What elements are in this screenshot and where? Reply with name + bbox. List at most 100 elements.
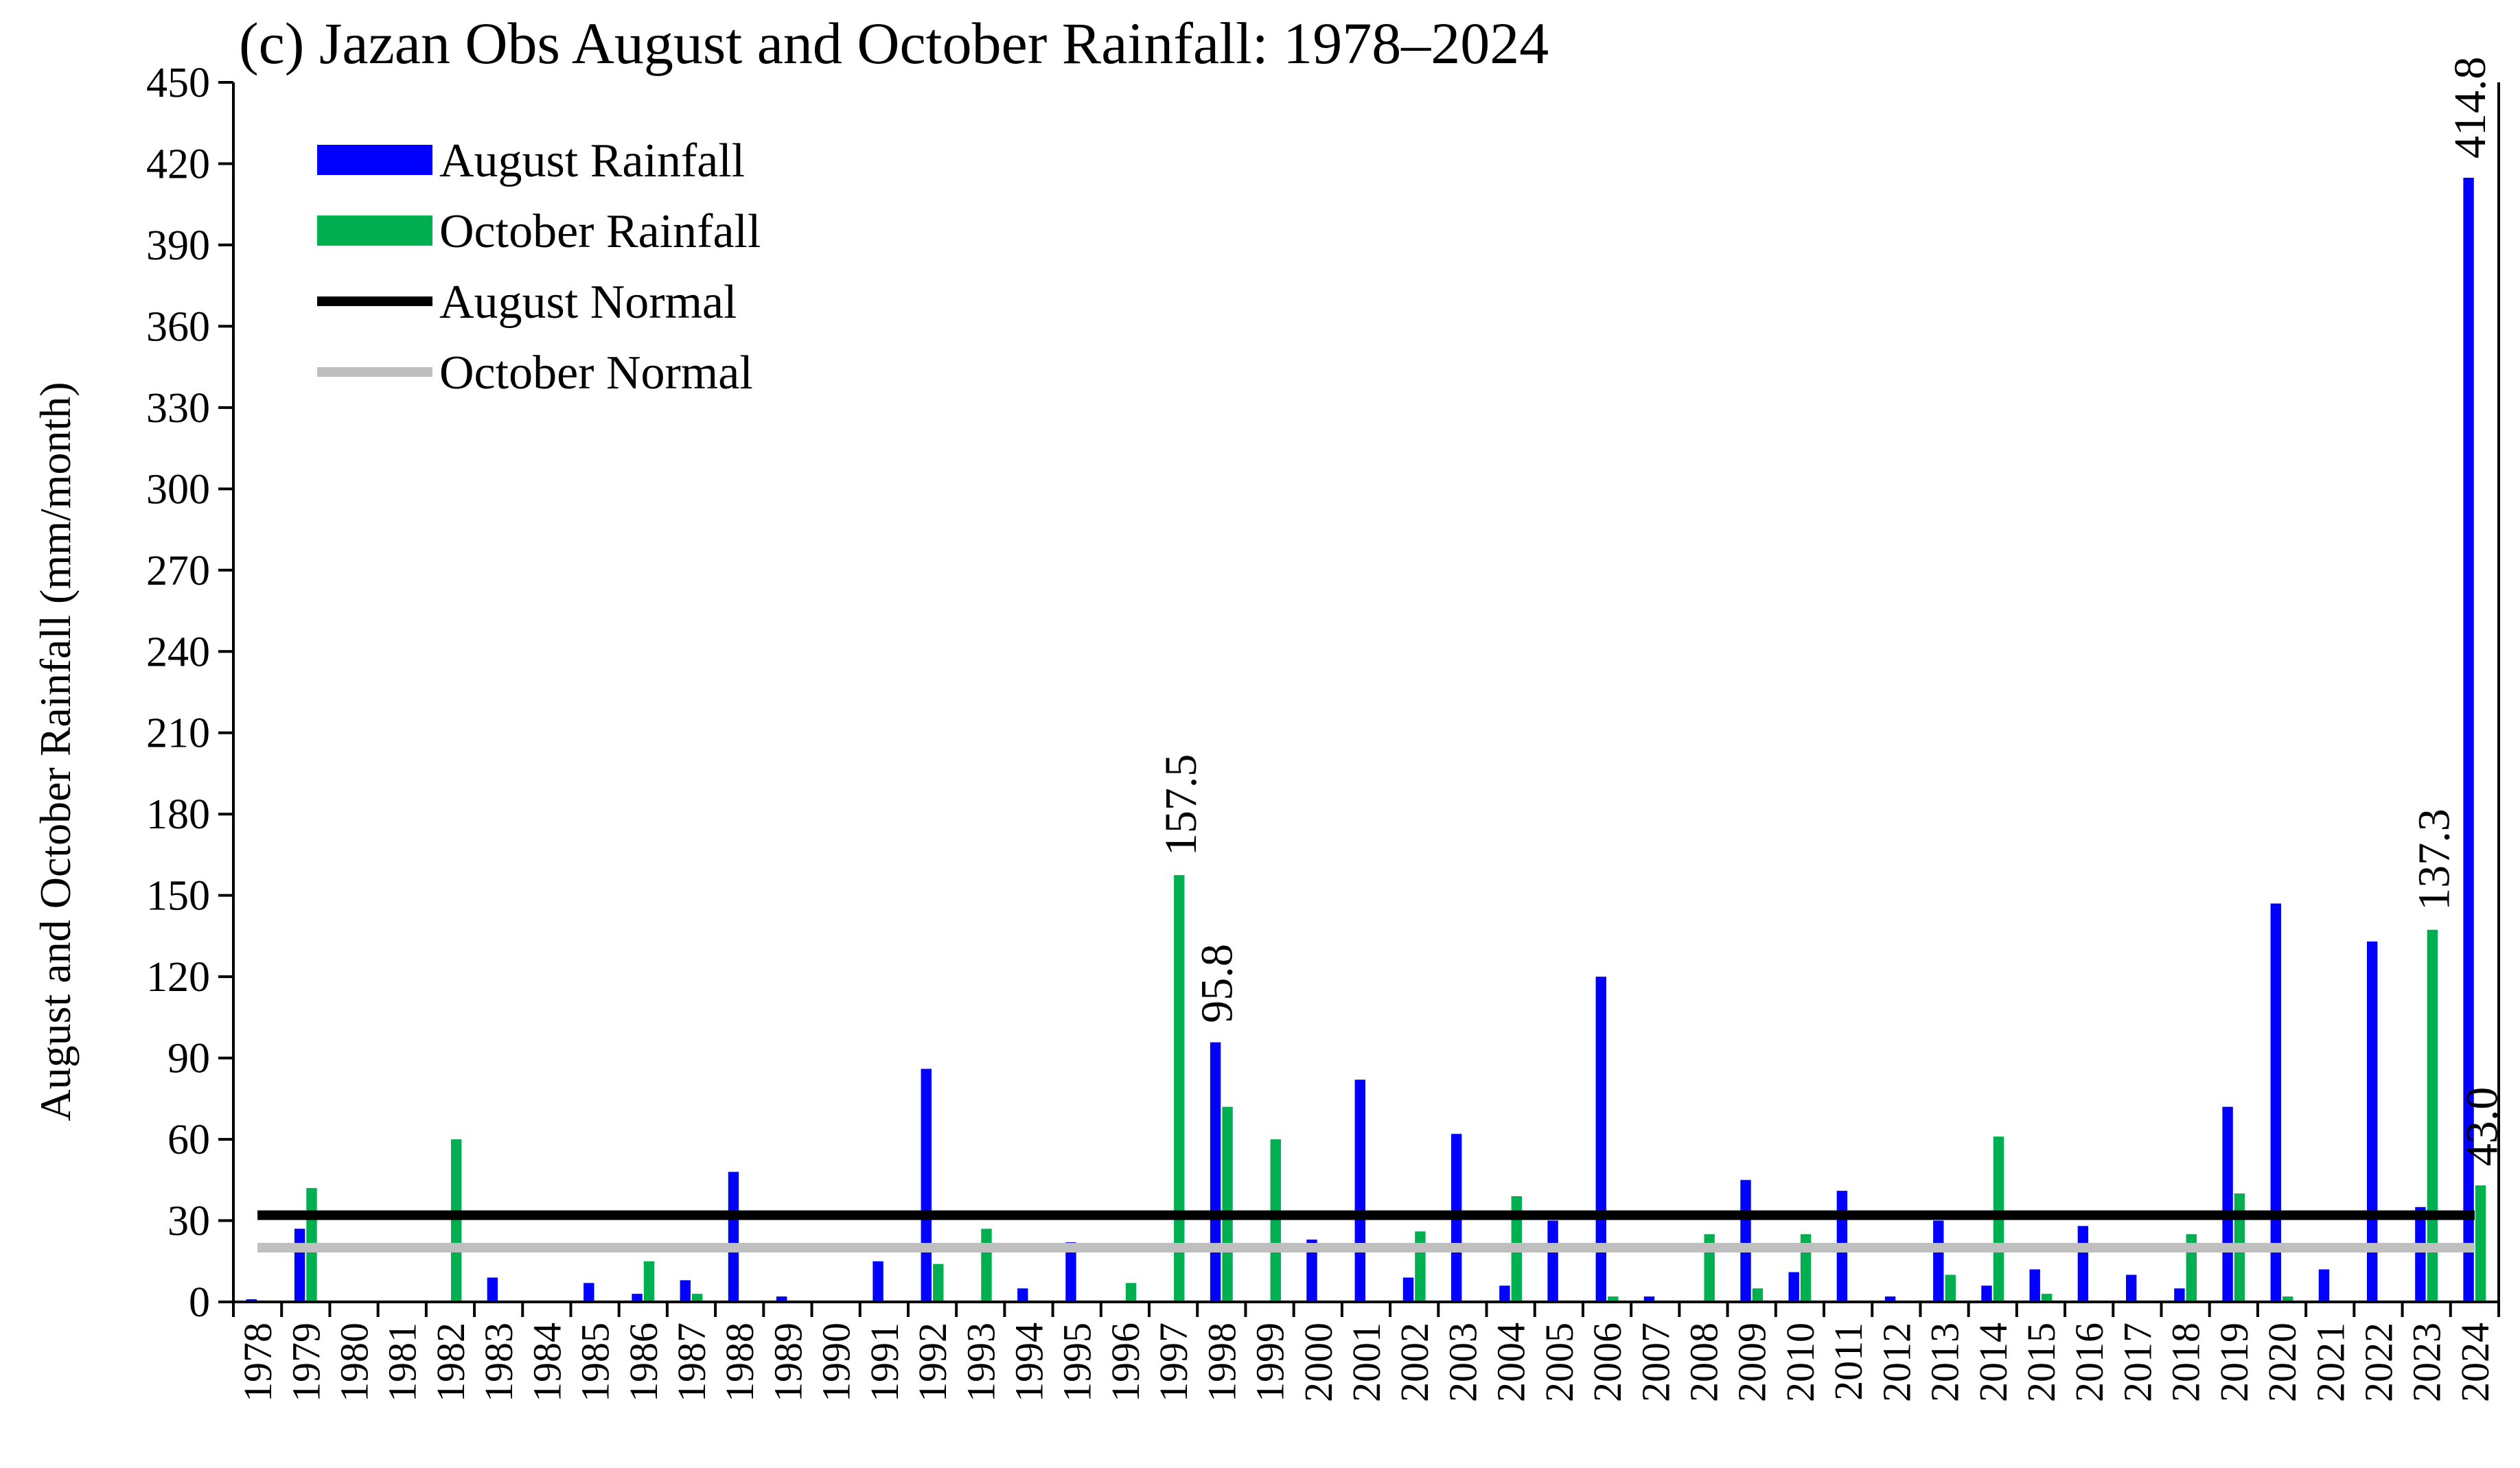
bar-august-2000	[1306, 1239, 1317, 1302]
bar-august-1998	[1210, 1042, 1221, 1302]
x-tick-label-1983: 1983	[476, 1323, 521, 1402]
x-tick-label-1992: 1992	[910, 1323, 955, 1402]
bar-august-2006	[1595, 977, 1606, 1302]
x-tick-label-2016: 2016	[2067, 1323, 2112, 1402]
x-tick-label-2018: 2018	[2164, 1323, 2208, 1402]
bar-august-2012	[1884, 1296, 1896, 1302]
x-tick-label-1993: 1993	[958, 1323, 1003, 1402]
bar-august-2014	[1981, 1285, 1992, 1302]
x-tick-label-2021: 2021	[2308, 1323, 2353, 1402]
x-tick-label-1994: 1994	[1007, 1323, 1052, 1402]
bar-october-2009	[1752, 1288, 1764, 1302]
bar-august-2010	[1788, 1272, 1799, 1302]
x-tick-label-1980: 1980	[332, 1323, 377, 1402]
y-tick-label: 0	[189, 1279, 210, 1326]
bar-august-1988	[728, 1172, 739, 1302]
x-tick-label-1986: 1986	[621, 1323, 666, 1402]
bar-august-2005	[1547, 1220, 1558, 1302]
bar-august-1983	[487, 1277, 498, 1302]
value-label-1997-october: 157.5	[1156, 754, 1206, 857]
bar-august-2001	[1354, 1080, 1365, 1302]
x-tick-label-1999: 1999	[1248, 1323, 1293, 1402]
x-tick-label-1987: 1987	[669, 1323, 714, 1402]
x-tick-label-2004: 2004	[1489, 1323, 1534, 1402]
x-tick-label-2001: 2001	[1344, 1323, 1389, 1402]
bar-october-2023	[2427, 929, 2438, 1302]
x-tick-label-1997: 1997	[1151, 1323, 1196, 1402]
y-axis-label: August and October Rainfall (mm/month)	[31, 382, 80, 1121]
x-tick-label-2009: 2009	[1730, 1323, 1775, 1402]
bar-august-2016	[2077, 1226, 2089, 1302]
x-tick-label-1988: 1988	[717, 1323, 762, 1402]
x-tick-label-2000: 2000	[1296, 1323, 1341, 1402]
x-tick-label-2008: 2008	[1682, 1323, 1726, 1402]
x-tick-label-1996: 1996	[1103, 1323, 1148, 1402]
bar-august-1987	[680, 1280, 691, 1302]
x-tick-label-1982: 1982	[428, 1323, 473, 1402]
y-tick-label: 210	[146, 710, 210, 757]
x-tick-label-2015: 2015	[2019, 1323, 2064, 1402]
x-tick-label-1984: 1984	[524, 1323, 569, 1402]
bar-august-1989	[776, 1296, 787, 1302]
legend-swatch-august-rainfall	[317, 145, 432, 175]
bar-october-2015	[2042, 1294, 2053, 1302]
bar-august-1995	[1065, 1242, 1076, 1302]
value-label-2024-october: 43.0	[2458, 1087, 2508, 1167]
x-tick-label-1985: 1985	[573, 1323, 618, 1402]
normal-lines-layer	[257, 1210, 2475, 1253]
legend-swatch-october-rainfall	[317, 215, 432, 246]
x-tick-label-2003: 2003	[1440, 1323, 1485, 1402]
y-tick-label: 90	[167, 1036, 210, 1082]
bar-august-2023	[2415, 1207, 2426, 1302]
x-tick-label-1989: 1989	[765, 1323, 810, 1402]
bar-october-2006	[1608, 1296, 1619, 1302]
x-tick-label-1981: 1981	[380, 1323, 425, 1402]
x-tick-label-2002: 2002	[1392, 1323, 1437, 1402]
bar-august-2015	[2029, 1269, 2040, 1302]
legend-label-october-normal: October Normal	[439, 347, 753, 399]
x-tick-label-2014: 2014	[1971, 1323, 2015, 1402]
value-label-2024-august: 414.8	[2445, 57, 2495, 159]
y-tick-label: 360	[146, 303, 210, 350]
bar-october-1996	[1125, 1283, 1137, 1302]
bar-october-2024	[2475, 1185, 2486, 1302]
bar-august-2018	[2174, 1288, 2185, 1302]
y-tick-label: 30	[167, 1198, 210, 1245]
legend: August Rainfall October Rainfall August No…	[317, 135, 761, 399]
x-tick-label-1998: 1998	[1199, 1323, 1244, 1402]
bar-august-2017	[2126, 1274, 2137, 1302]
annotations-layer: 157.5 95.8 137.3 414.8 43.0	[1156, 57, 2508, 1167]
y-tick-label: 420	[146, 141, 210, 187]
bar-october-1993	[981, 1228, 992, 1302]
x-tick-label-1978: 1978	[235, 1323, 280, 1402]
x-tick-label-2006: 2006	[1585, 1323, 1630, 1402]
bar-october-1987	[692, 1294, 703, 1302]
chart-title: (c) Jazan Obs August and October Rainfal…	[239, 10, 1549, 76]
bar-october-1992	[933, 1263, 944, 1302]
x-tick-label-1979: 1979	[284, 1323, 328, 1402]
x-tick-label-2012: 2012	[1874, 1323, 1919, 1402]
y-tick-label: 270	[146, 548, 210, 594]
bar-october-2013	[1945, 1274, 1956, 1302]
x-tick-label-2019: 2019	[2212, 1323, 2256, 1402]
bar-august-2019	[2222, 1106, 2233, 1302]
bar-august-1994	[1017, 1288, 1028, 1302]
y-tick-label: 240	[146, 629, 210, 675]
x-tick-label-2013: 2013	[1923, 1323, 1967, 1402]
bar-october-2020	[2282, 1296, 2293, 1302]
bar-october-1986	[643, 1261, 655, 1302]
legend-label-august-rainfall: August Rainfall	[439, 135, 745, 187]
bar-october-2002	[1415, 1231, 1426, 1302]
y-tick-label: 150	[146, 873, 210, 920]
value-label-1998-august: 95.8	[1192, 944, 1242, 1023]
y-tick-label: 450	[146, 60, 210, 106]
legend-label-october-rainfall: October Rainfall	[439, 205, 761, 258]
bar-august-2004	[1499, 1285, 1510, 1302]
y-tick-label: 300	[146, 466, 210, 513]
bar-august-1992	[921, 1069, 932, 1302]
x-tick-label-2020: 2020	[2260, 1323, 2304, 1402]
x-tick-label-2011: 2011	[1826, 1323, 1871, 1401]
x-tick-label-2005: 2005	[1537, 1323, 1582, 1402]
bar-august-2024	[2463, 178, 2474, 1302]
